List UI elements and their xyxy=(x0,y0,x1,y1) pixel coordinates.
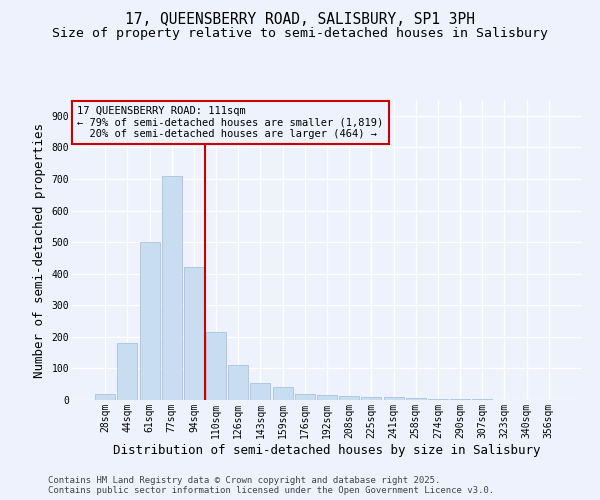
Bar xyxy=(317,396,337,400)
Bar xyxy=(383,398,404,400)
Bar xyxy=(406,398,426,400)
Text: Contains HM Land Registry data © Crown copyright and database right 2025.
Contai: Contains HM Land Registry data © Crown c… xyxy=(48,476,494,495)
Text: 17 QUEENSBERRY ROAD: 111sqm
← 79% of semi-detached houses are smaller (1,819)
  : 17 QUEENSBERRY ROAD: 111sqm ← 79% of sem… xyxy=(77,106,383,139)
Bar xyxy=(162,176,182,400)
Bar xyxy=(250,382,271,400)
Bar xyxy=(140,242,160,400)
Bar xyxy=(295,394,315,400)
Bar xyxy=(95,394,115,400)
Y-axis label: Number of semi-detached properties: Number of semi-detached properties xyxy=(33,122,46,378)
Bar xyxy=(339,396,359,400)
X-axis label: Distribution of semi-detached houses by size in Salisbury: Distribution of semi-detached houses by … xyxy=(113,444,541,456)
Bar xyxy=(428,398,448,400)
Text: Size of property relative to semi-detached houses in Salisbury: Size of property relative to semi-detach… xyxy=(52,28,548,40)
Bar xyxy=(206,332,226,400)
Bar xyxy=(272,388,293,400)
Bar xyxy=(118,343,137,400)
Text: 17, QUEENSBERRY ROAD, SALISBURY, SP1 3PH: 17, QUEENSBERRY ROAD, SALISBURY, SP1 3PH xyxy=(125,12,475,28)
Bar xyxy=(361,397,382,400)
Bar xyxy=(228,366,248,400)
Bar xyxy=(184,268,204,400)
